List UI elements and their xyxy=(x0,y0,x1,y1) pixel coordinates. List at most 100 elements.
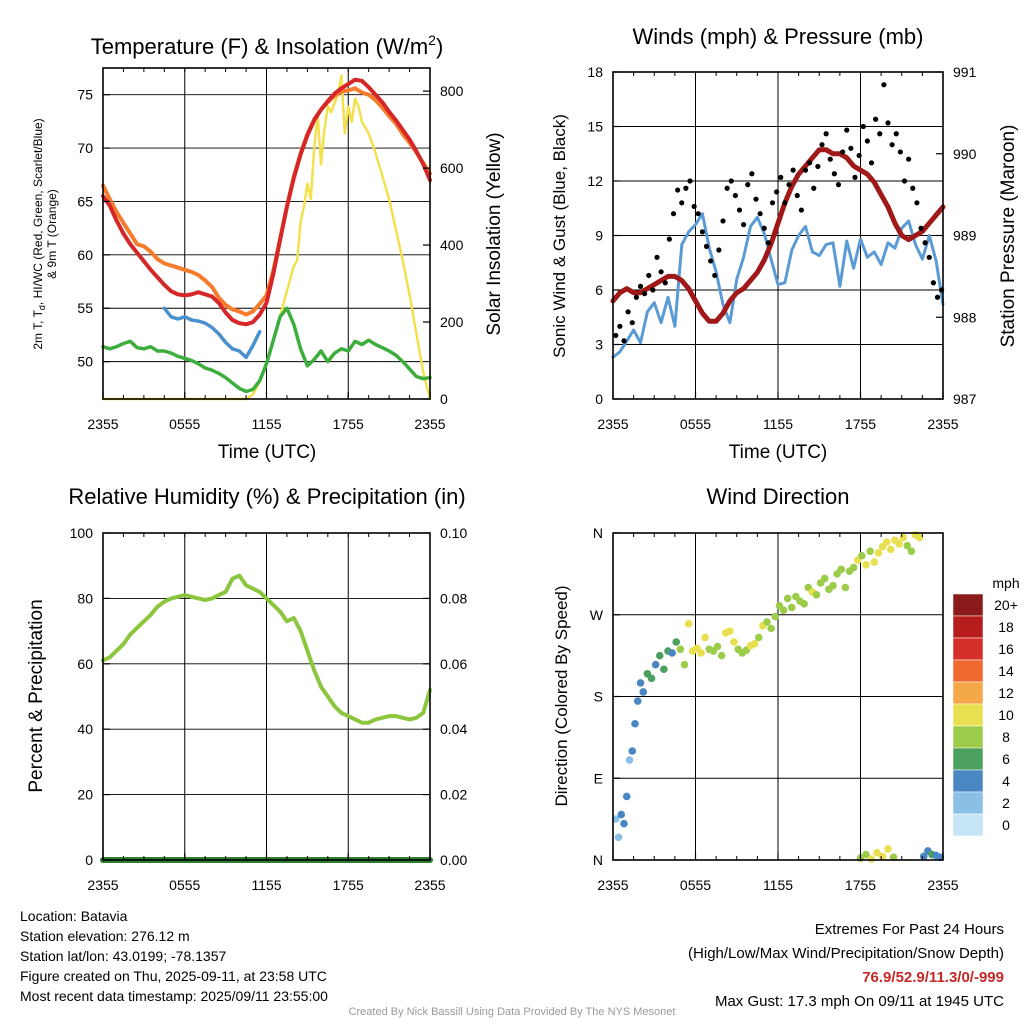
gust-point xyxy=(625,309,631,315)
winds-x-tick-label: 1755 xyxy=(845,416,876,432)
gust-point xyxy=(745,182,751,188)
gust-point xyxy=(914,200,920,206)
winds-y-tick-label: 6 xyxy=(595,282,603,298)
direction-point xyxy=(713,642,722,651)
elevation-text: Station elevation: 276.12 m xyxy=(20,928,190,944)
gust-point xyxy=(852,174,858,180)
direction-point xyxy=(763,618,771,626)
gust-point xyxy=(807,160,813,166)
legend-swatch xyxy=(952,615,984,639)
gust-point xyxy=(906,156,912,162)
direction-point xyxy=(620,819,628,828)
gust-point xyxy=(633,294,639,300)
winds-axes: 2355 0555 1155 1755 2355 0 3 6 9 12 15 18 987 988 989 9… xyxy=(587,64,976,432)
direction-point xyxy=(812,590,821,599)
humidity-axes: 2355 0555 1155 1755 2355 0 20 40 60 80 100 0.00 0.02… xyxy=(70,525,468,893)
gust-point xyxy=(716,247,722,253)
direction-point xyxy=(884,845,892,853)
legend-label: 12 xyxy=(998,685,1014,701)
direction-point xyxy=(783,594,792,603)
winds-panel: Winds (mph) & Pressure (mb) 2355 0555 1155… xyxy=(550,24,1019,463)
temperature-x-tick-label: 1755 xyxy=(333,416,364,432)
direction-point xyxy=(668,649,676,657)
gust-point xyxy=(922,240,928,246)
direction-point xyxy=(800,600,808,608)
legend-label: 10 xyxy=(998,707,1014,723)
direction-point xyxy=(631,719,639,728)
direction-point xyxy=(750,640,759,648)
gust-point xyxy=(765,240,771,246)
direction-point xyxy=(767,624,775,633)
legend-label: 16 xyxy=(998,641,1014,657)
temperature-x-tick-label: 0555 xyxy=(169,416,200,432)
gust-point xyxy=(699,229,705,235)
gust-point xyxy=(798,207,804,213)
gust-point xyxy=(926,254,932,260)
temperature-series xyxy=(101,74,432,401)
legend-swatch xyxy=(952,769,984,793)
sonic-wind-line xyxy=(611,212,945,359)
temperature-title: Temperature (F) & Insolation (W/m2) xyxy=(91,32,444,59)
gust-point xyxy=(666,236,672,242)
humidity-panel: Relative Humidity (%) & Precipitation (i… xyxy=(26,484,467,893)
gust-point xyxy=(802,167,809,173)
temperature-grid xyxy=(103,68,430,399)
winds-y2-tick-label: 989 xyxy=(953,228,977,244)
legend-label: 20+ xyxy=(994,597,1018,613)
temperature-right-axis-label: Solar Insolation (Yellow) xyxy=(484,132,505,335)
gust-point xyxy=(910,185,916,191)
extremes-values: 76.9/52.9/11.3/0/-999 xyxy=(862,969,1004,986)
temperature-y2-tick-label: 800 xyxy=(440,83,464,99)
humidity-x-tick-label: 0555 xyxy=(169,877,200,893)
direction-point xyxy=(639,688,648,696)
gust-point xyxy=(823,131,829,137)
direction-point xyxy=(614,833,623,842)
direction-point xyxy=(837,565,846,574)
direction-point xyxy=(726,627,734,635)
legend-label: 8 xyxy=(1002,729,1010,745)
gust-point xyxy=(654,254,660,260)
direction-point xyxy=(862,560,870,569)
direction-point xyxy=(873,848,881,857)
direction-point xyxy=(862,850,870,859)
humidity-y2-tick-label: 0.06 xyxy=(440,656,467,672)
legend-swatch xyxy=(952,813,984,837)
direction-point xyxy=(655,651,664,660)
gust-point xyxy=(815,163,821,170)
temperature-y-tick-label: 65 xyxy=(77,193,93,209)
winds-y2-tick-label: 990 xyxy=(953,146,977,162)
temperature-y2-tick-label: 600 xyxy=(440,160,464,176)
legend-swatch xyxy=(952,637,984,661)
humidity-y-tick-label: 60 xyxy=(77,656,93,672)
humidity-y2-tick-label: 0.08 xyxy=(440,590,467,606)
gust-point xyxy=(901,178,908,184)
gust-point xyxy=(819,142,825,148)
legend-swatch xyxy=(952,703,984,727)
humidity-line xyxy=(101,573,432,725)
direction-point xyxy=(628,747,637,755)
winds-x-tick-label: 0555 xyxy=(680,416,711,432)
legend-swatch xyxy=(952,747,984,771)
gust-point xyxy=(778,174,784,180)
humidity-y-tick-label: 0 xyxy=(85,852,93,868)
temperature-axes: 2355 0555 1155 1755 2355 50 55 60 65 70 75 0 200 400 6… xyxy=(77,67,464,432)
legend-swatch xyxy=(952,681,984,705)
gust-point xyxy=(930,280,936,286)
direction-point xyxy=(625,756,634,764)
direction-y-tick-label: E xyxy=(594,770,603,786)
direction-point xyxy=(903,541,912,550)
temperature-y-tick-label: 60 xyxy=(77,247,93,263)
gust-point xyxy=(918,225,924,231)
winds-y2-tick-label: 987 xyxy=(953,391,977,407)
direction-point xyxy=(895,540,903,548)
temperature-y-tick-label: 70 xyxy=(77,140,93,156)
temperature-x-tick-label: 2355 xyxy=(87,416,118,432)
gust-point xyxy=(662,280,668,286)
legend-label: 4 xyxy=(1002,773,1010,789)
direction-point xyxy=(820,574,829,583)
gust-point xyxy=(642,291,648,297)
gust-point xyxy=(769,200,776,206)
winds-y-tick-label: 12 xyxy=(587,173,603,189)
gust-point xyxy=(749,171,755,177)
winds-y2-tick-label: 991 xyxy=(953,64,977,80)
